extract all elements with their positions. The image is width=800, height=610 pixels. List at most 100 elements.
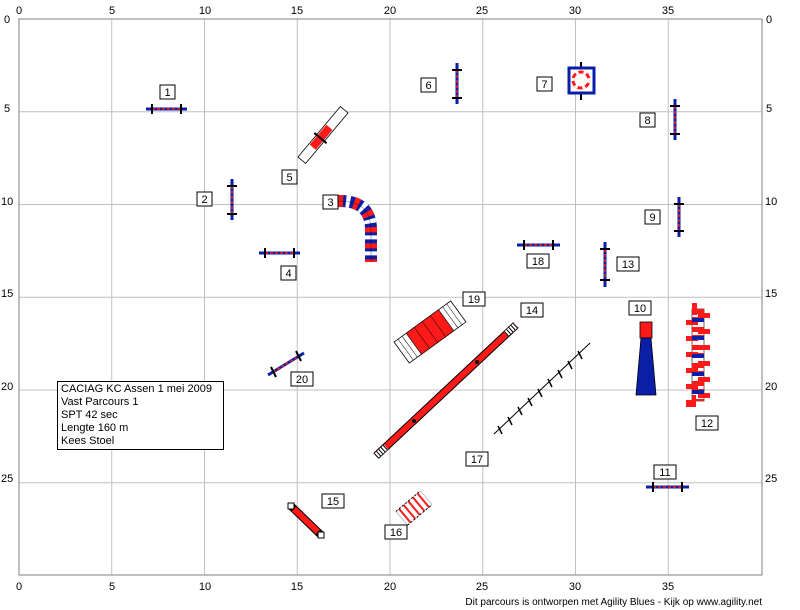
x-tick-top-35: 35 [662,5,674,17]
x-tick-bottom-10: 10 [199,581,211,593]
info-length: Lengte 160 m [61,422,129,434]
label-18: 18 [526,253,550,269]
label-1: 1 [159,84,176,100]
aframe-19 [393,300,467,364]
wall-5 [297,105,349,165]
svg-text:9: 9 [649,212,655,224]
course-info-box: CACIAG KC Assen 1 mei 2009 Vast Parcours… [57,381,224,450]
svg-text:4: 4 [285,268,291,280]
svg-text:18: 18 [532,256,544,268]
label-3: 3 [322,194,339,210]
label-12: 12 [695,415,719,431]
y-tick-right-5: 5 [766,103,772,115]
info-judge: Kees Stoel [61,435,115,447]
jump-4 [259,248,300,258]
jump-11 [646,482,689,492]
svg-text:10: 10 [634,303,646,315]
plot-border [18,18,763,576]
label-14: 14 [520,302,544,318]
jump-20 [267,350,305,378]
jump-2 [227,179,237,220]
jump-1 [146,104,187,114]
x-tick-top-25: 25 [476,5,488,17]
label-13: 13 [616,256,640,272]
longjump-16 [395,490,433,526]
grid [19,19,762,575]
y-tick-right-15: 15 [765,288,777,300]
x-tick-bottom-15: 15 [291,581,303,593]
y-tick-left-5: 5 [4,103,10,115]
obstacle-labels: 1 2 3 4 5 6 7 8 9 10 11 12 13 14 15 16 1… [159,76,719,540]
x-tick-top-0: 0 [16,5,22,17]
label-2: 2 [196,191,213,207]
label-7: 7 [536,76,553,92]
label-17: 17 [465,451,489,467]
label-15: 15 [321,493,345,509]
x-tick-bottom-30: 30 [569,581,581,593]
svg-text:14: 14 [526,305,538,317]
label-9: 9 [644,209,661,225]
svg-text:13: 13 [622,259,634,271]
svg-text:6: 6 [425,80,431,92]
info-course-type: Vast Parcours 1 [61,396,139,408]
y-tick-left-15: 15 [1,288,13,300]
svg-text:1: 1 [164,87,170,99]
jump-9 [674,197,684,237]
footer-credit: Dit parcours is ontworpen met Agility Bl… [465,597,762,608]
svg-text:2: 2 [201,194,207,206]
svg-text:16: 16 [390,527,402,539]
x-tick-bottom-20: 20 [384,581,396,593]
label-19: 19 [462,291,486,307]
jump-8 [670,99,680,140]
svg-text:8: 8 [644,115,650,127]
svg-text:7: 7 [541,79,547,91]
svg-text:12: 12 [701,418,713,430]
y-tick-left-0: 0 [4,14,10,26]
x-tick-bottom-5: 5 [109,581,115,593]
chute-10 [635,321,657,396]
tunnel-12 [686,303,710,407]
x-tick-top-30: 30 [569,5,581,17]
label-16: 16 [384,524,408,540]
svg-text:20: 20 [296,374,308,386]
y-tick-right-0: 0 [766,14,772,26]
label-5: 5 [281,169,298,185]
jump-18 [517,240,560,250]
x-tick-top-5: 5 [109,5,115,17]
label-4: 4 [280,265,297,281]
svg-text:15: 15 [327,496,339,508]
x-tick-bottom-25: 25 [476,581,488,593]
svg-text:5: 5 [286,172,292,184]
tunnel-3 [337,195,377,262]
y-tick-right-25: 25 [765,473,777,485]
x-tick-top-10: 10 [199,5,211,17]
label-6: 6 [420,77,437,93]
y-tick-right-10: 10 [765,196,777,208]
y-tick-right-20: 20 [765,381,777,393]
axis-labels: 0 5 10 15 20 25 30 35 0 5 10 15 20 25 30… [1,5,777,593]
x-tick-bottom-35: 35 [662,581,674,593]
label-20: 20 [290,371,314,387]
tyre-7 [567,62,596,100]
x-tick-top-15: 15 [291,5,303,17]
y-tick-left-10: 10 [1,196,13,208]
label-11: 11 [653,464,677,480]
label-8: 8 [639,112,656,128]
x-tick-bottom-0: 0 [16,581,22,593]
label-10: 10 [628,300,652,316]
jump-13 [600,242,610,287]
y-tick-left-20: 20 [1,381,13,393]
dogwalk-14 [373,322,519,459]
x-tick-top-20: 20 [384,5,396,17]
y-tick-left-25: 25 [1,473,13,485]
svg-text:11: 11 [659,467,670,479]
info-event: CACIAG KC Assen 1 mei 2009 [61,383,213,395]
weave-17 [493,342,591,435]
jump-6 [452,63,462,104]
svg-text:3: 3 [327,197,333,209]
info-spt: SPT 42 sec [61,409,118,421]
seesaw-15 [287,502,325,539]
svg-text:17: 17 [471,454,483,466]
svg-text:19: 19 [468,294,480,306]
